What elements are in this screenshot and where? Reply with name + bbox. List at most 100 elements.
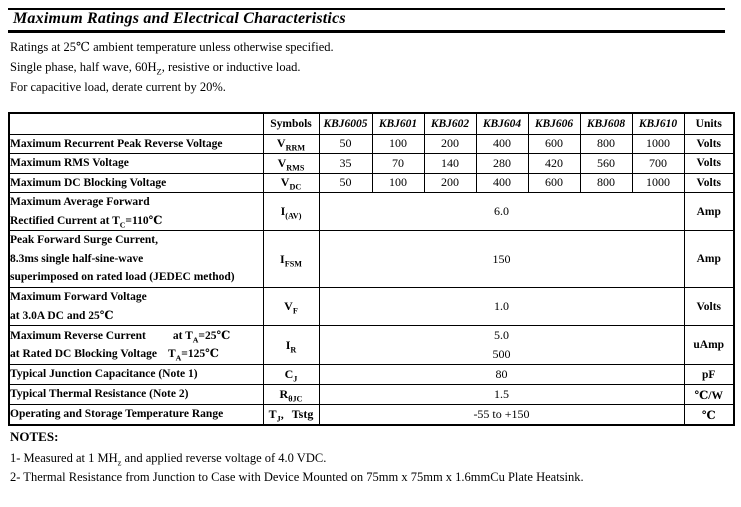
symbol-cell: IFSM: [262, 230, 320, 288]
table-row: Peak Forward Surge Current, 8.3ms single …: [8, 230, 735, 288]
text-fragment: 8.3ms single half-sine-wave: [10, 252, 144, 265]
value-line: 5.0: [494, 328, 509, 342]
text-fragment: ,: [280, 407, 284, 421]
unit-cell: uAmp: [683, 325, 735, 365]
symbol-cell: IR: [262, 325, 320, 365]
text-fragment: Ratings at 25℃ ambient temperature unles…: [10, 40, 334, 54]
text-fragment: I: [280, 251, 285, 266]
text-fragment: at 3.0A DC and 25℃: [10, 309, 114, 322]
table-row: Maximum RMS Voltage VRMS 35 70 140 280 420 560 7…: [8, 153, 735, 174]
column-header: KBJ608: [579, 112, 633, 135]
param-line: 8.3ms single half-sine-wave: [10, 250, 262, 269]
symbol-cell: I(AV): [262, 192, 320, 231]
page-title: Maximum Ratings and Electrical Character…: [13, 10, 346, 27]
param-line: Maximum DC Blocking Voltage: [10, 174, 262, 192]
subscript-text: A: [192, 334, 199, 344]
subscript-text: RMS: [286, 163, 305, 173]
text-fragment: I: [285, 337, 291, 352]
subscript-text: (AV): [285, 211, 302, 221]
value-cell: 600: [527, 172, 581, 193]
param-line: at Rated DC Blocking Voltage TA=125℃: [10, 345, 262, 364]
param-cell: Maximum Reverse Current at TA=25℃ at Rated…: [8, 325, 264, 365]
subscript-text: F: [292, 306, 298, 316]
table-row: Maximum DC Blocking Voltage VDC 50 100 200 40…: [8, 172, 735, 193]
value-cell: 700: [631, 153, 685, 174]
value-cell-span: 80: [318, 364, 685, 385]
param-cell: Typical Thermal Resistance (Note 2): [8, 384, 264, 405]
subscript-text: FSM: [284, 258, 302, 268]
param-cell: Operating and Storage Temperature Range: [8, 404, 264, 426]
param-line: Maximum Reverse Current at TA=25℃: [10, 327, 262, 346]
note-line: 2- Thermal Resistance from Junction to C…: [10, 468, 584, 487]
text-fragment: 1- Measured at 1 MH: [10, 451, 118, 465]
table-row: Operating and Storage Temperature Range T…: [8, 404, 735, 426]
unit-cell: Volts: [683, 172, 735, 193]
value-cell: 1000: [631, 172, 685, 193]
value-line: 6.0: [494, 204, 509, 218]
subscript-text: Z: [156, 66, 162, 77]
param-cell: Typical Junction Capacitance (Note 1): [8, 364, 264, 385]
text-fragment: I: [280, 204, 286, 218]
text-fragment: =110℃: [125, 214, 163, 227]
text-fragment: Maximum Average Forward: [10, 196, 150, 208]
symbol-cell: RθJC: [262, 384, 320, 405]
subscript-text: C: [119, 219, 126, 229]
param-cell: Maximum Recurrent Peak Reverse Voltage: [8, 133, 264, 154]
value-cell: 800: [579, 172, 633, 193]
table-row: Maximum Reverse Current at TA=25℃ at Rated…: [8, 325, 735, 365]
symbol-cell: VF: [262, 287, 320, 326]
value-cell: 100: [371, 172, 425, 193]
param-line: Peak Forward Surge Current,: [10, 232, 262, 250]
text-fragment: Maximum Forward Voltage: [10, 291, 147, 303]
value-cell-span: 150: [318, 230, 685, 288]
text-fragment: at Rated DC Blocking Voltage: [10, 348, 157, 360]
intro-text: Ratings at 25℃ ambient temperature unles…: [10, 37, 334, 97]
text-fragment: Maximum RMS Voltage: [10, 157, 129, 169]
value-line: 500: [492, 347, 511, 361]
value-cell: 50: [318, 172, 373, 193]
value-line: 1.5: [494, 387, 509, 401]
unit-cell: Volts: [683, 133, 735, 154]
table-row: Typical Thermal Resistance (Note 2) RθJC 1…: [8, 384, 735, 405]
subscript-text: RRM: [285, 143, 306, 153]
text-fragment: Operating and Storage Temperature Range: [10, 408, 224, 421]
value-cell: 560: [579, 153, 633, 174]
value-cell: 400: [475, 172, 529, 193]
column-header: KBJ601: [371, 112, 425, 135]
header-rule-bottom: [8, 30, 725, 33]
unit-cell: ℃/W: [683, 384, 735, 405]
value-cell: 140: [423, 153, 477, 174]
param-cell: Maximum RMS Voltage: [8, 153, 264, 174]
symbol-cell: TJ, Tstg: [262, 404, 320, 426]
symbol-cell: CJ: [262, 364, 320, 385]
subscript-text: J: [276, 414, 281, 424]
text-fragment: T: [167, 348, 176, 360]
symbol-cell: VRMS: [262, 153, 320, 174]
intro-line: Single phase, half wave, 60HZ, resistive…: [10, 57, 334, 77]
value-cell: 200: [423, 133, 477, 154]
text-fragment: , resistive or inductive load.: [161, 60, 301, 74]
value-cell-span: 5.0 500: [318, 325, 685, 365]
text-fragment: superimposed on rated load (JEDEC method…: [10, 271, 235, 284]
value-cell-span: -55 to +150: [318, 404, 685, 426]
note-line: 1- Measured at 1 MHz and applied reverse…: [10, 449, 584, 468]
value-cell: 35: [318, 153, 373, 174]
value-line: 1.0: [494, 299, 509, 313]
ratings-table: Symbols KBJ6005 KBJ601 KBJ602 KBJ604 KBJ606 KB…: [8, 112, 735, 426]
text-fragment: =125℃: [181, 348, 219, 360]
unit-cell: Amp: [683, 230, 735, 288]
value-cell: 280: [475, 153, 529, 174]
value-cell: 70: [371, 153, 425, 174]
text-fragment: Typical Junction Capacitance (Note 1): [10, 368, 198, 381]
param-line: superimposed on rated load (JEDEC method…: [10, 268, 262, 286]
value-cell: 600: [527, 133, 581, 154]
value-cell: 1000: [631, 133, 685, 154]
text-fragment: and applied reverse voltage of 4.0 VDC.: [121, 451, 327, 465]
value-line: 80: [495, 367, 508, 381]
text-fragment: V: [280, 175, 290, 190]
value-cell: 400: [475, 133, 529, 154]
value-cell: 200: [423, 172, 477, 193]
param-line: at 3.0A DC and 25℃: [10, 307, 262, 325]
text-fragment: =25℃: [198, 329, 231, 342]
text-fragment: V: [276, 136, 286, 151]
